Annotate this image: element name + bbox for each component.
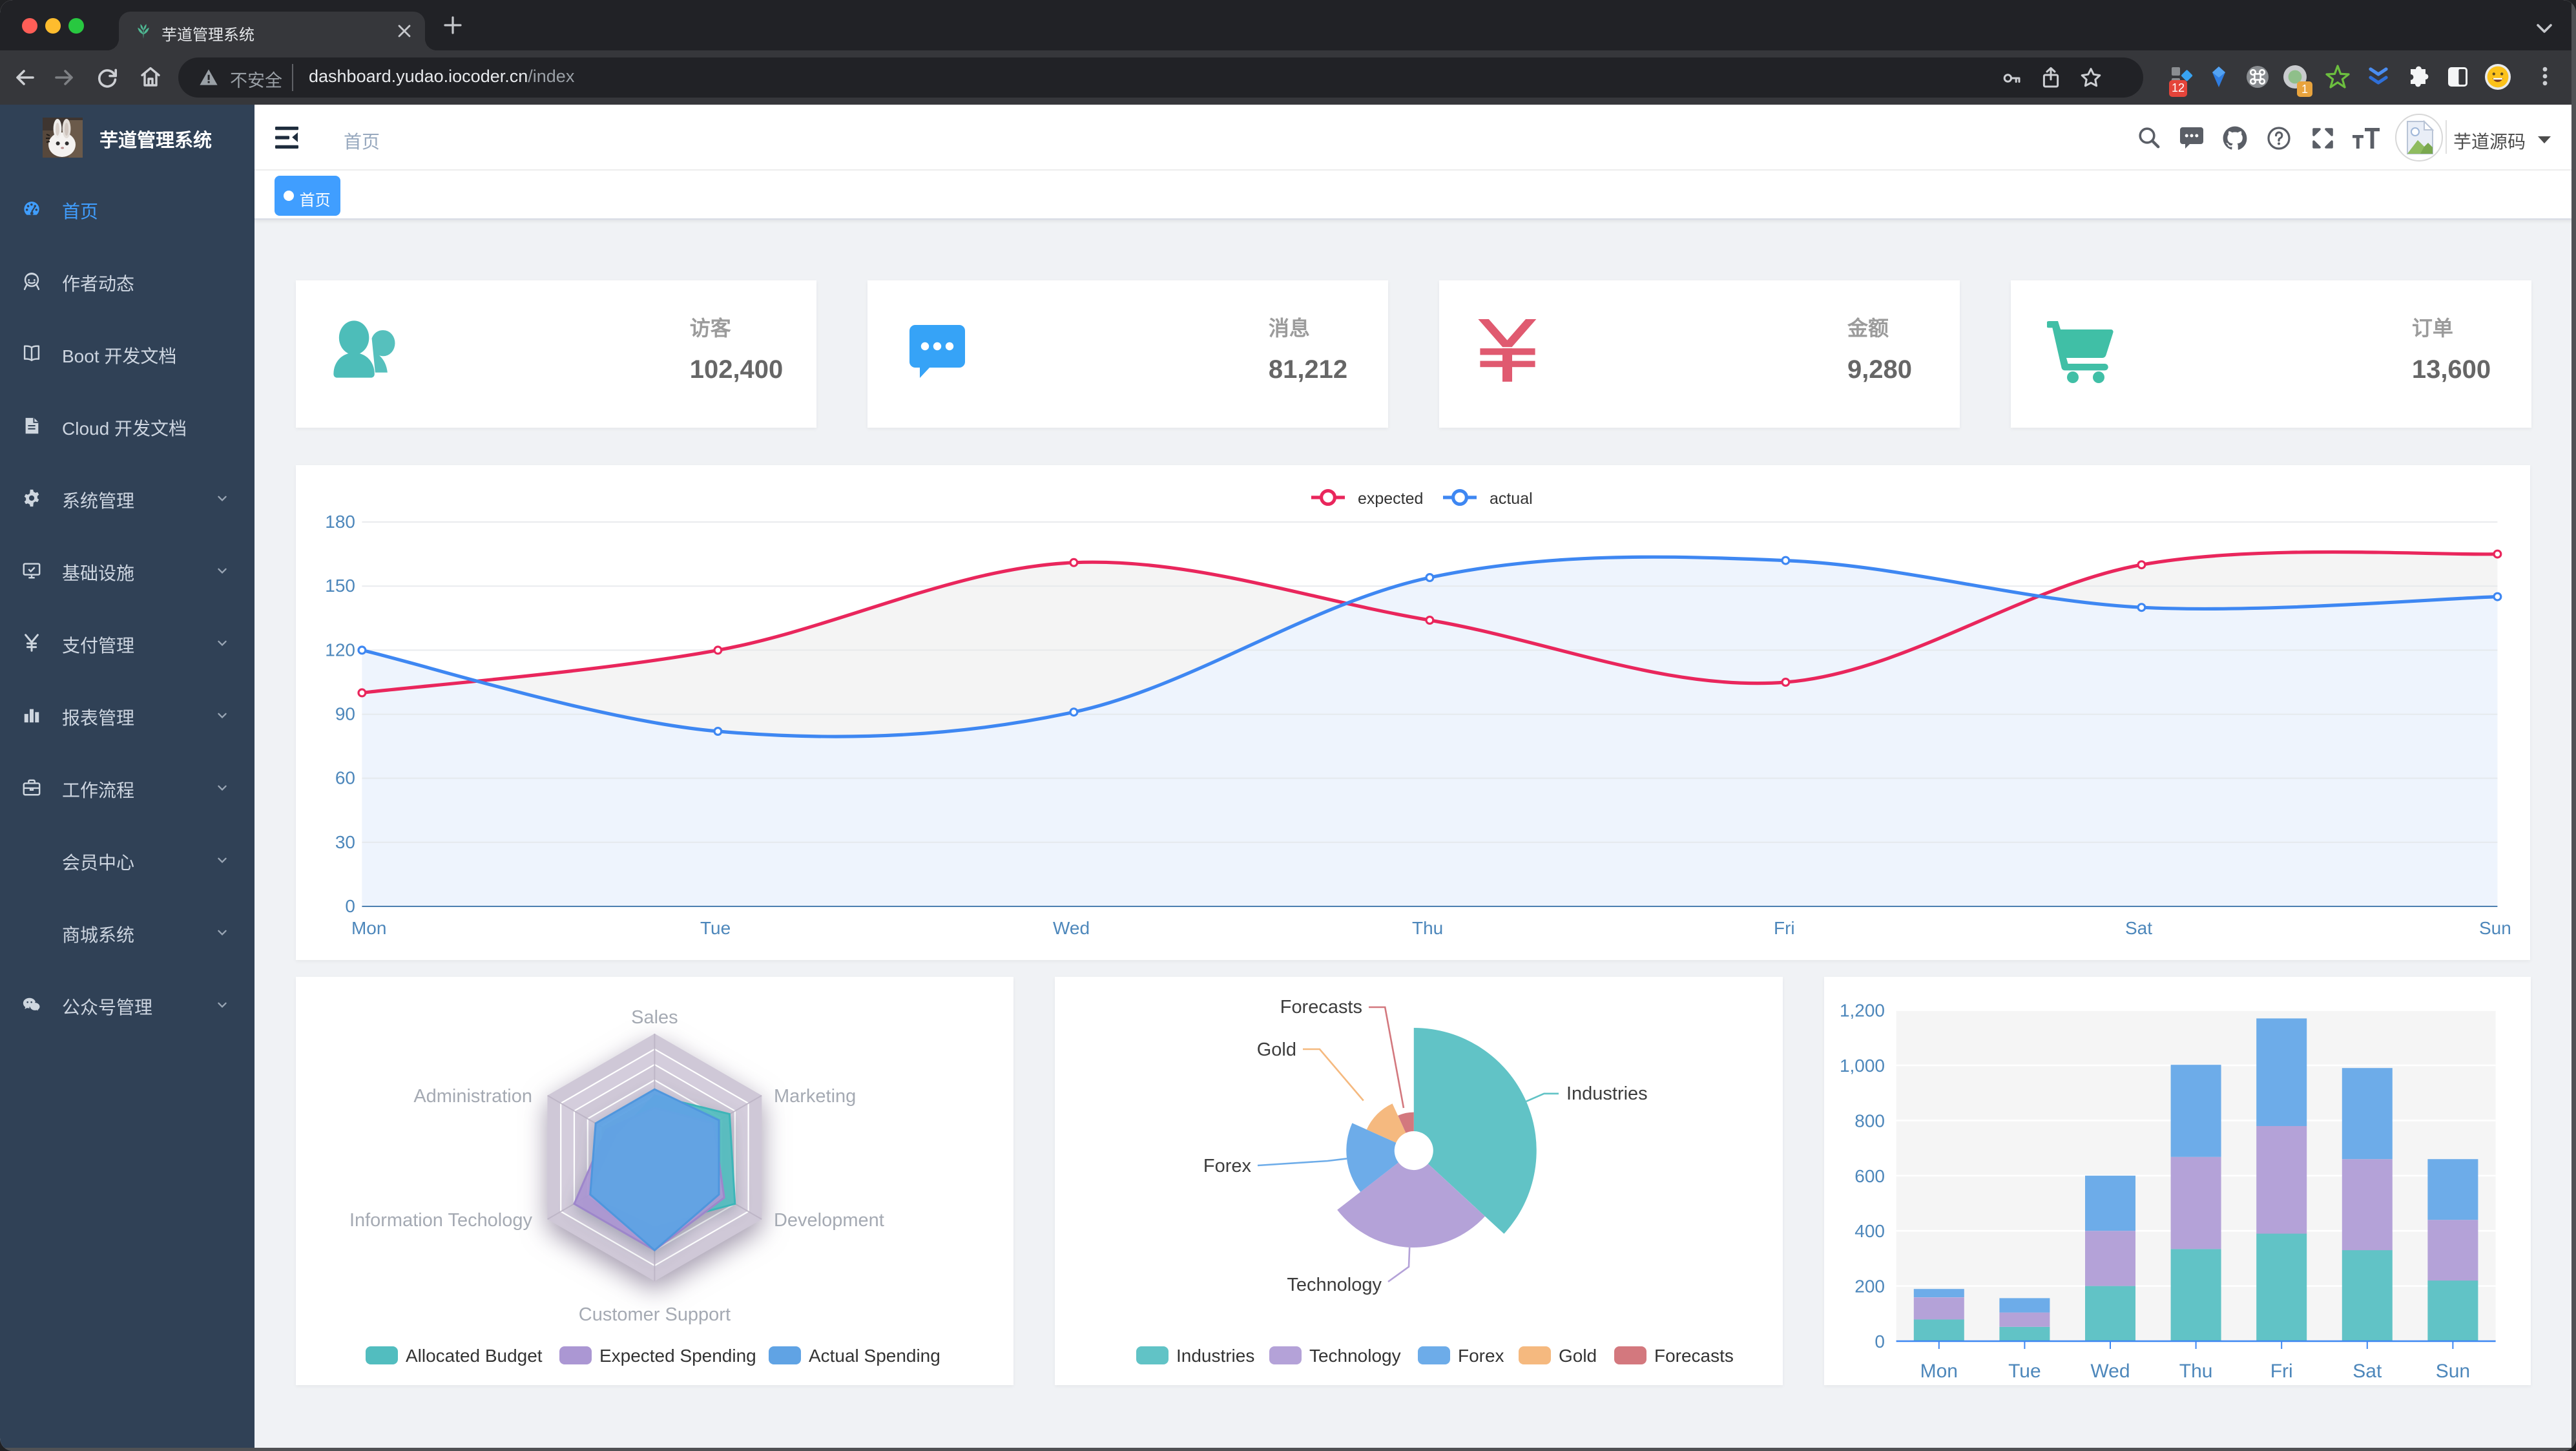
svg-text:Mon: Mon — [1920, 1361, 1958, 1382]
svg-text:200: 200 — [1855, 1277, 1885, 1297]
svg-text:1,200: 1,200 — [1840, 1001, 1885, 1021]
svg-text:Technology: Technology — [1309, 1346, 1401, 1366]
svg-text:Development: Development — [774, 1210, 884, 1231]
svg-text:Industries: Industries — [1566, 1083, 1648, 1104]
svg-text:Wed: Wed — [2091, 1361, 2130, 1382]
svg-text:Tue: Tue — [2009, 1361, 2042, 1382]
svg-text:120: 120 — [325, 640, 355, 660]
svg-text:Sat: Sat — [2353, 1361, 2383, 1382]
svg-text:Industries: Industries — [1176, 1346, 1254, 1366]
svg-text:expected: expected — [1358, 490, 1423, 508]
svg-text:Marketing: Marketing — [774, 1086, 856, 1107]
svg-text:0: 0 — [345, 896, 355, 916]
svg-text:Technology: Technology — [1287, 1275, 1382, 1295]
svg-text:Sat: Sat — [2125, 918, 2152, 938]
svg-text:Thu: Thu — [2179, 1361, 2213, 1382]
svg-text:Expected Spending: Expected Spending — [599, 1346, 756, 1366]
svg-text:400: 400 — [1855, 1221, 1885, 1241]
svg-text:Sales: Sales — [631, 1007, 678, 1028]
svg-text:150: 150 — [325, 576, 355, 596]
svg-text:Tue: Tue — [700, 918, 731, 938]
svg-text:Forex: Forex — [1203, 1156, 1252, 1176]
svg-text:Gold: Gold — [1257, 1039, 1296, 1060]
svg-text:Thu: Thu — [1412, 918, 1443, 938]
svg-text:Information Techology: Information Techology — [349, 1210, 533, 1231]
svg-text:180: 180 — [325, 512, 355, 532]
svg-text:0: 0 — [1875, 1331, 1885, 1352]
svg-text:60: 60 — [335, 768, 355, 788]
svg-text:Administration: Administration — [413, 1086, 532, 1107]
svg-text:Forex: Forex — [1458, 1346, 1504, 1366]
svg-text:Gold: Gold — [1559, 1346, 1597, 1366]
svg-text:Forecasts: Forecasts — [1654, 1346, 1734, 1366]
svg-text:Actual Spending: Actual Spending — [809, 1346, 940, 1366]
svg-text:Sun: Sun — [2436, 1361, 2470, 1382]
svg-text:600: 600 — [1855, 1166, 1885, 1186]
svg-text:Fri: Fri — [2270, 1361, 2293, 1382]
svg-text:Forecasts: Forecasts — [1280, 997, 1362, 1018]
svg-text:800: 800 — [1855, 1111, 1885, 1131]
svg-text:Wed: Wed — [1053, 918, 1090, 938]
svg-text:actual: actual — [1490, 490, 1533, 508]
svg-text:Mon: Mon — [351, 918, 386, 938]
svg-text:Allocated Budget: Allocated Budget — [406, 1346, 543, 1366]
svg-text:Customer Support: Customer Support — [578, 1304, 730, 1325]
svg-text:Sun: Sun — [2479, 918, 2511, 938]
svg-text:Fri: Fri — [1774, 918, 1795, 938]
svg-text:90: 90 — [335, 704, 355, 724]
svg-text:1,000: 1,000 — [1840, 1056, 1885, 1076]
svg-text:30: 30 — [335, 832, 355, 852]
